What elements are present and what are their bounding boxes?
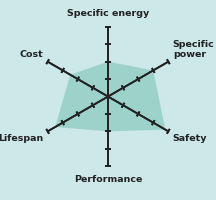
Text: Performance: Performance xyxy=(74,175,142,184)
Text: Specific
power: Specific power xyxy=(173,40,215,59)
Text: Safety: Safety xyxy=(173,134,207,143)
Text: Cost: Cost xyxy=(19,50,43,59)
Text: Lifespan: Lifespan xyxy=(0,134,43,143)
Text: Specific energy: Specific energy xyxy=(67,9,149,18)
Polygon shape xyxy=(55,62,165,131)
